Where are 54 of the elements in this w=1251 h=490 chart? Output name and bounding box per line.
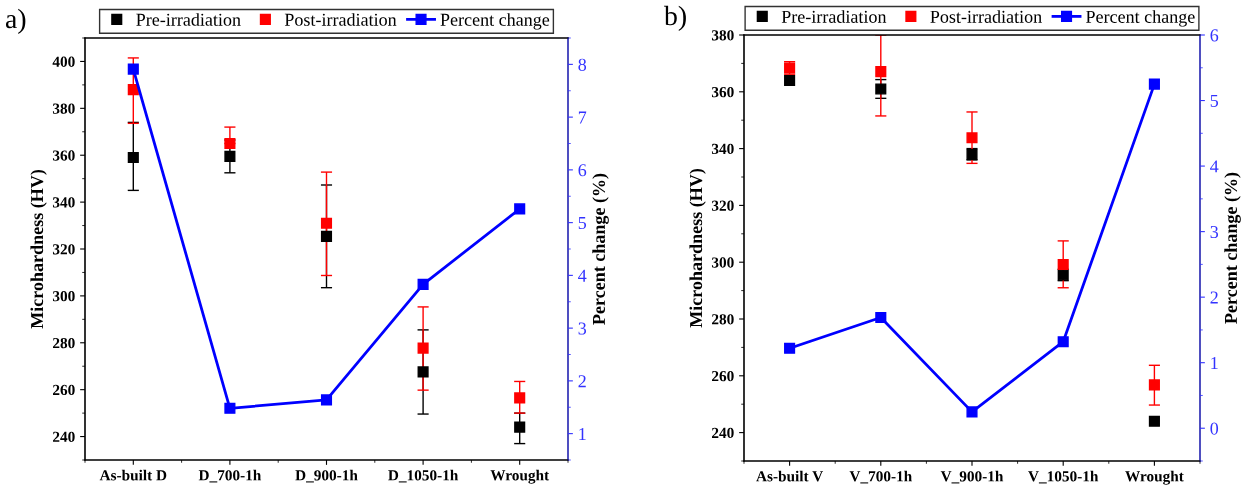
y2-tick-label: 4: [578, 269, 587, 282]
y-axis-title: Microhardness (HV): [689, 168, 706, 328]
x-tick-label: V_900-1h: [940, 470, 1004, 484]
y-tick-label: 360: [711, 86, 734, 98]
y-tick-label: 240: [712, 427, 734, 439]
y-axis-title: Microhardness (HV): [30, 169, 47, 329]
y2-axis-title: Percent change (%): [1224, 172, 1241, 324]
y-tick-label: 300: [52, 291, 75, 302]
y-tick-label: 320: [711, 200, 734, 211]
y2-tick-label: 6: [578, 164, 587, 177]
y2-tick-label: 2: [1210, 291, 1218, 304]
x-tick-label: As-built D: [99, 469, 167, 481]
y-tick-label: 340: [711, 143, 734, 155]
y-tick-label: 320: [52, 244, 75, 255]
y2-tick-label: 1: [579, 427, 586, 440]
y2-tick-label: 2: [578, 375, 586, 388]
x-tick-label: Wrought: [490, 469, 550, 484]
chart-title: a): [5, 8, 26, 34]
legend-label: Percent change: [1086, 10, 1195, 27]
y2-tick-label: 4: [1210, 160, 1219, 173]
y-tick-label: 260: [53, 384, 75, 396]
legend-label: Pre-irradiation: [136, 13, 241, 26]
y-tick-label: 300: [711, 257, 734, 268]
y2-tick-label: 8: [578, 58, 587, 71]
x-tick-label: D_700-1h: [198, 469, 262, 483]
y-tick-label: 280: [712, 314, 734, 325]
y2-tick-label: 3: [578, 322, 587, 335]
x-tick-label: V_700-1h: [849, 470, 912, 484]
legend-label: Post-irradiation: [284, 13, 397, 26]
y-tick-label: 360: [52, 150, 75, 161]
x-tick-label: D_900-1h: [295, 469, 358, 483]
y2-tick-label: 5: [1210, 94, 1219, 107]
y-tick-label: 380: [711, 30, 734, 41]
y2-tick-label: 1: [1211, 357, 1218, 369]
y-tick-label: 260: [712, 370, 734, 382]
legend-label: Pre-irradiation: [781, 10, 887, 23]
y2-tick-label: 7: [578, 111, 587, 124]
y-tick-label: 340: [52, 197, 75, 208]
legend-label: Percent change: [440, 13, 550, 30]
y-tick-label: 280: [53, 337, 75, 349]
y2-tick-label: 0: [1210, 422, 1219, 435]
x-tick-label: Wrought: [1125, 470, 1184, 485]
y2-tick-label: 5: [578, 217, 587, 230]
y-tick-label: 400: [52, 56, 75, 67]
x-tick-label: As-built V: [756, 470, 824, 482]
y2-axis-title: Percent change (%): [592, 173, 609, 325]
y-tick-label: 380: [52, 103, 75, 114]
y2-tick-label: 6: [1210, 29, 1219, 42]
legend-label: Post-irradiation: [930, 10, 1042, 23]
y2-tick-label: 3: [1210, 225, 1219, 239]
x-tick-label: D_1050-1h: [388, 469, 459, 483]
y-tick-label: 240: [53, 431, 75, 443]
x-tick-label: V_1050-1h: [1028, 470, 1099, 484]
chart-title: b): [664, 5, 686, 31]
